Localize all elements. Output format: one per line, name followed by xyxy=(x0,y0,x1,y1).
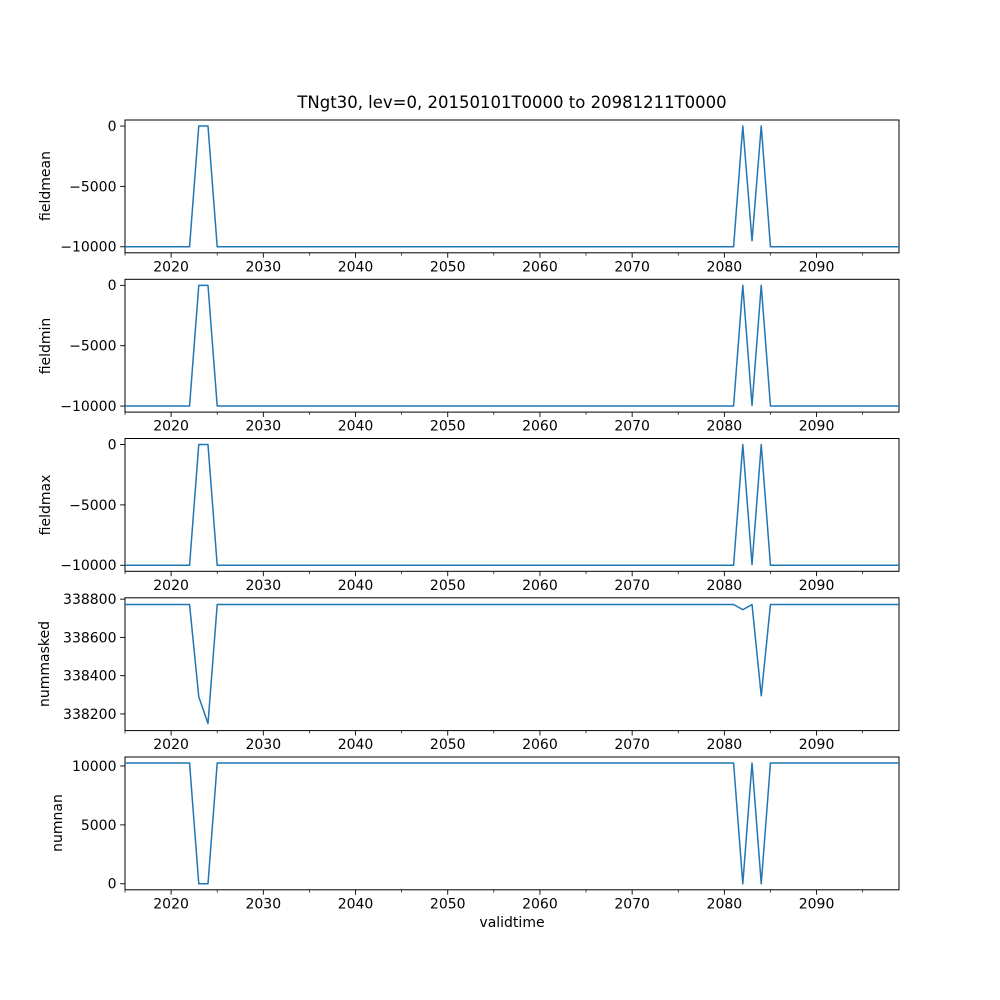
x-tick-label: 2060 xyxy=(522,737,558,753)
x-tick-label: 2090 xyxy=(799,737,835,753)
x-tick-label: 2080 xyxy=(707,259,743,275)
x-tick-label: 2080 xyxy=(707,419,743,435)
x-tick-label: 2050 xyxy=(430,737,466,753)
y-tick-label: −5000 xyxy=(69,498,116,514)
x-tick-label: 2030 xyxy=(245,737,281,753)
y-axis-label-nummasked: nummasked xyxy=(37,620,53,708)
x-tick-label: 2050 xyxy=(430,259,466,275)
figure-title: TNgt30, lev=0, 20150101T0000 to 20981211… xyxy=(297,93,727,112)
x-tick-label: 2070 xyxy=(614,259,650,275)
x-tick-label: 2030 xyxy=(245,578,281,594)
x-tick-label: 2090 xyxy=(799,419,835,435)
x-tick-label: 2070 xyxy=(614,896,650,912)
subplot-nummasked-frame xyxy=(124,597,900,732)
x-tick-label: 2060 xyxy=(522,896,558,912)
y-tick-label: −10000 xyxy=(60,558,116,574)
x-tick-label: 2080 xyxy=(707,896,743,912)
y-axis-label-fieldmin: fieldmin xyxy=(38,317,54,375)
y-tick-label: −5000 xyxy=(69,179,116,195)
y-axis-label-fieldmean: fieldmean xyxy=(38,151,54,221)
x-tick-label: 2040 xyxy=(338,896,374,912)
x-tick-label: 2060 xyxy=(522,259,558,275)
subplot-fieldmean-frame xyxy=(124,119,900,254)
x-tick-label: 2080 xyxy=(707,737,743,753)
x-tick-label: 2060 xyxy=(522,419,558,435)
subplot-fieldmax-frame xyxy=(124,438,900,572)
x-tick-label: 2090 xyxy=(799,259,835,275)
y-axis-label-fieldmax: fieldmax xyxy=(38,474,54,536)
x-tick-label: 2030 xyxy=(245,259,281,275)
x-tick-label: 2070 xyxy=(614,737,650,753)
y-tick-label: −10000 xyxy=(60,399,116,415)
y-axis-label-numnan: numnan xyxy=(50,794,66,852)
y-tick-label: 5000 xyxy=(81,818,117,834)
x-tick-label: 2040 xyxy=(338,578,374,594)
y-tick-label: 0 xyxy=(108,877,117,893)
x-tick-label: 2020 xyxy=(153,896,189,912)
fieldmean-series-line xyxy=(125,125,899,248)
x-tick-label: 2030 xyxy=(245,419,281,435)
x-tick-label: 2050 xyxy=(430,896,466,912)
fieldmin-series-line xyxy=(125,284,899,407)
y-tick-label: −10000 xyxy=(60,240,116,256)
subplot-fieldmin-frame xyxy=(124,278,900,413)
x-tick-label: 2090 xyxy=(799,578,835,594)
x-tick-label: 2080 xyxy=(707,578,743,594)
x-tick-label: 2020 xyxy=(153,259,189,275)
x-tick-label: 2030 xyxy=(245,896,281,912)
x-tick-label: 2090 xyxy=(799,896,835,912)
y-tick-label: 0 xyxy=(108,119,117,135)
subplot-numnan-frame xyxy=(124,756,900,891)
y-tick-label: −5000 xyxy=(69,339,116,355)
x-tick-label: 2050 xyxy=(430,578,466,594)
x-tick-label: 2070 xyxy=(614,419,650,435)
x-tick-label: 2020 xyxy=(153,578,189,594)
y-tick-label: 338400 xyxy=(63,669,116,685)
x-tick-label: 2040 xyxy=(338,259,374,275)
numnan-series-line xyxy=(125,762,899,885)
y-tick-label: 338200 xyxy=(63,707,116,723)
y-tick-label: 338800 xyxy=(63,592,116,608)
y-tick-label: 0 xyxy=(108,437,117,453)
y-tick-label: 0 xyxy=(108,278,117,294)
x-tick-label: 2020 xyxy=(153,419,189,435)
x-axis-label: validtime xyxy=(479,915,545,931)
x-tick-label: 2050 xyxy=(430,419,466,435)
x-tick-label: 2060 xyxy=(522,578,558,594)
fieldmax-series-line xyxy=(125,443,899,567)
x-tick-label: 2020 xyxy=(153,737,189,753)
x-tick-label: 2070 xyxy=(614,578,650,594)
y-tick-label: 10000 xyxy=(72,759,117,775)
x-tick-label: 2040 xyxy=(338,737,374,753)
y-tick-label: 338600 xyxy=(63,630,116,646)
x-tick-label: 2040 xyxy=(338,419,374,435)
nummasked-series-line xyxy=(125,603,899,725)
